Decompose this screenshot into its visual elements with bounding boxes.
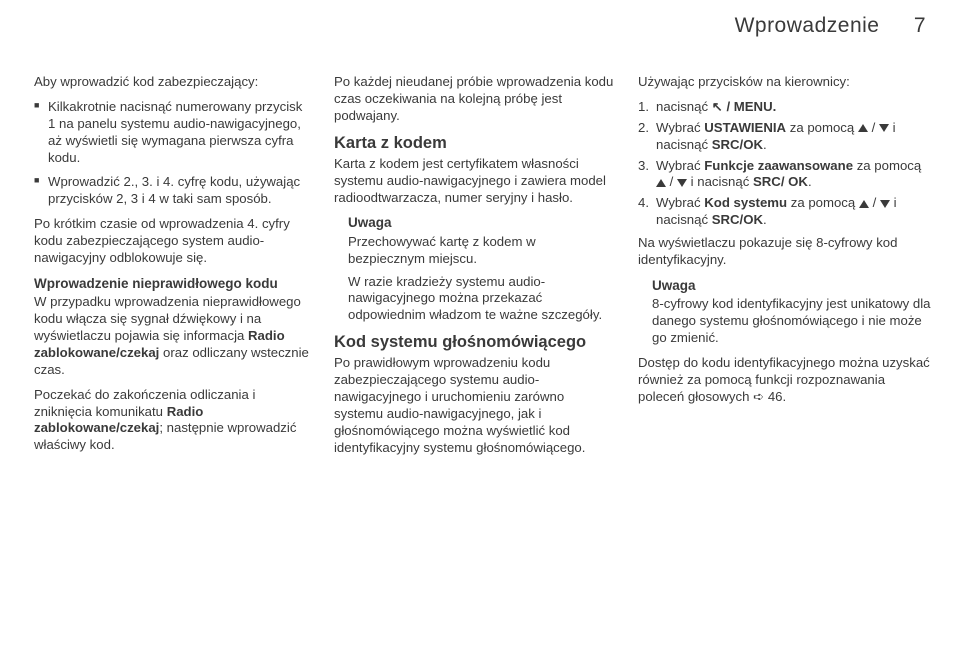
back-arrow-icon: ↖: [712, 99, 723, 116]
step-num: 3.: [638, 158, 649, 175]
triangle-up-icon: [859, 200, 869, 208]
text: Wybrać: [656, 158, 704, 173]
text: Poczekać do zakończenia odliczania i zni…: [34, 387, 255, 419]
bold-ustawienia: USTAWIENIA: [704, 120, 786, 135]
step-num: 2.: [638, 120, 649, 137]
text: Wybrać: [656, 195, 704, 210]
text: Wybrać: [656, 120, 704, 135]
page-header: Wprowadzenie 7: [735, 14, 926, 38]
note-text-2: W razie kradzieży systemu audio-nawigacy…: [348, 274, 616, 325]
heading-handsfree-code: Kod systemu głośnomówiącego: [334, 332, 616, 353]
para-retry: Po każdej nieudanej próbie wprowadzenia …: [334, 74, 616, 125]
column-3: Używając przycisków na kierownicy: 1. na…: [638, 74, 932, 465]
note-block-2: Uwaga 8-cyfrowy kod identyfikacyjny jest…: [638, 277, 932, 347]
heading-code-card: Karta z kodem: [334, 133, 616, 154]
bold-srcok: SRC/OK: [712, 137, 763, 152]
para-handsfree: Po prawidłowym wprowadzeniu kodu zabezpi…: [334, 355, 616, 456]
text: za pomocą: [786, 120, 858, 135]
header-title: Wprowadzenie: [735, 14, 880, 37]
page-ref: 46.: [764, 389, 786, 404]
bold-menu: / MENU.: [723, 99, 776, 114]
para-display: Na wyświetlaczu pokazuje się 8-cyfrowy k…: [638, 235, 932, 269]
note-text-1: Przechowywać kartę z kodem w bezpiecznym…: [348, 234, 616, 268]
triangle-down-icon: [677, 179, 687, 187]
para-card: Karta z kodem jest certyfikatem własnośc…: [334, 156, 616, 207]
note-title-2: Uwaga: [652, 277, 932, 294]
column-1: Aby wprowadzić kod zabezpieczający: Kilk…: [34, 74, 312, 465]
step-1: 1. nacisnąć ↖ / MENU.: [638, 99, 932, 116]
para-wrong-code: W przypadku wprowadzenia nieprawidłowego…: [34, 294, 312, 378]
note-title: Uwaga: [348, 214, 616, 231]
para-wait: Poczekać do zakończenia odliczania i zni…: [34, 387, 312, 455]
heading-wrong-code: Wprowadzenie nieprawidłowego kodu: [34, 275, 312, 292]
step-num: 1.: [638, 99, 649, 116]
step-4: 4. Wybrać Kod systemu za pomocą / i naci…: [638, 195, 932, 229]
bold-kodsystemu: Kod systemu: [704, 195, 787, 210]
column-2: Po każdej nieudanej próbie wprowadzenia …: [334, 74, 616, 465]
text: za pomocą: [853, 158, 921, 173]
triangle-up-icon: [656, 179, 666, 187]
step-2: 2. Wybrać USTAWIENIA za pomocą / i nacis…: [638, 120, 932, 154]
text: i nacisnąć: [687, 174, 753, 189]
triangle-down-icon: [880, 200, 890, 208]
step-3: 3. Wybrać Funkcje zaawansowane za pomocą…: [638, 158, 932, 192]
intro-text: Aby wprowadzić kod zabezpieczający:: [34, 74, 312, 91]
text: nacisnąć: [656, 99, 712, 114]
para-steering: Używając przycisków na kierownicy:: [638, 74, 932, 91]
note-block-1: Uwaga Przechowywać kartę z kodem w bezpi…: [334, 214, 616, 324]
triangle-up-icon: [858, 124, 868, 132]
bullet-2: Wprowadzić 2., 3. i 4. cyfrę kodu, używa…: [34, 174, 312, 208]
content-columns: Aby wprowadzić kod zabezpieczający: Kilk…: [34, 74, 960, 465]
para-voice: Dostęp do kodu identyfikacyjnego można u…: [638, 355, 932, 406]
bullet-1: Kilkakrotnie nacisnąć numerowany przycis…: [34, 99, 312, 167]
bold-srcok: SRC/OK: [712, 212, 763, 227]
step-num: 4.: [638, 195, 649, 212]
para-unlock: Po krótkim czasie od wprowadzenia 4. cyf…: [34, 216, 312, 267]
page-number: 7: [914, 14, 926, 37]
text: za pomocą: [787, 195, 859, 210]
link-arrow-icon: ➪: [753, 389, 764, 404]
triangle-down-icon: [879, 124, 889, 132]
bold-srcok: SRC/ OK: [753, 174, 808, 189]
bold-funkcje: Funkcje zaawansowane: [704, 158, 853, 173]
note-text: 8-cyfrowy kod identyfikacyjny jest unika…: [652, 296, 932, 347]
